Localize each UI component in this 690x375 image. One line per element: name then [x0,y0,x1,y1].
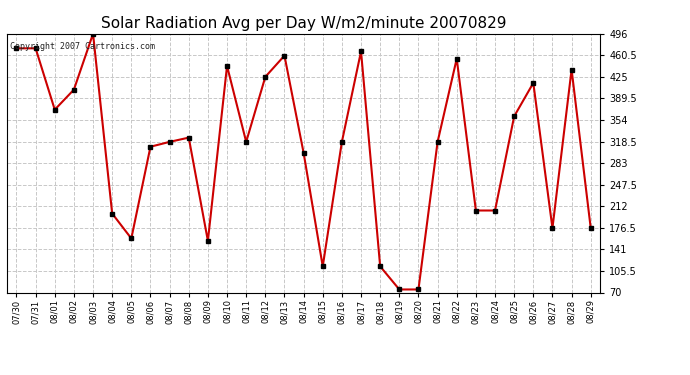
Title: Solar Radiation Avg per Day W/m2/minute 20070829: Solar Radiation Avg per Day W/m2/minute … [101,16,506,31]
Text: Copyright 2007 Cartronics.com: Copyright 2007 Cartronics.com [10,42,155,51]
